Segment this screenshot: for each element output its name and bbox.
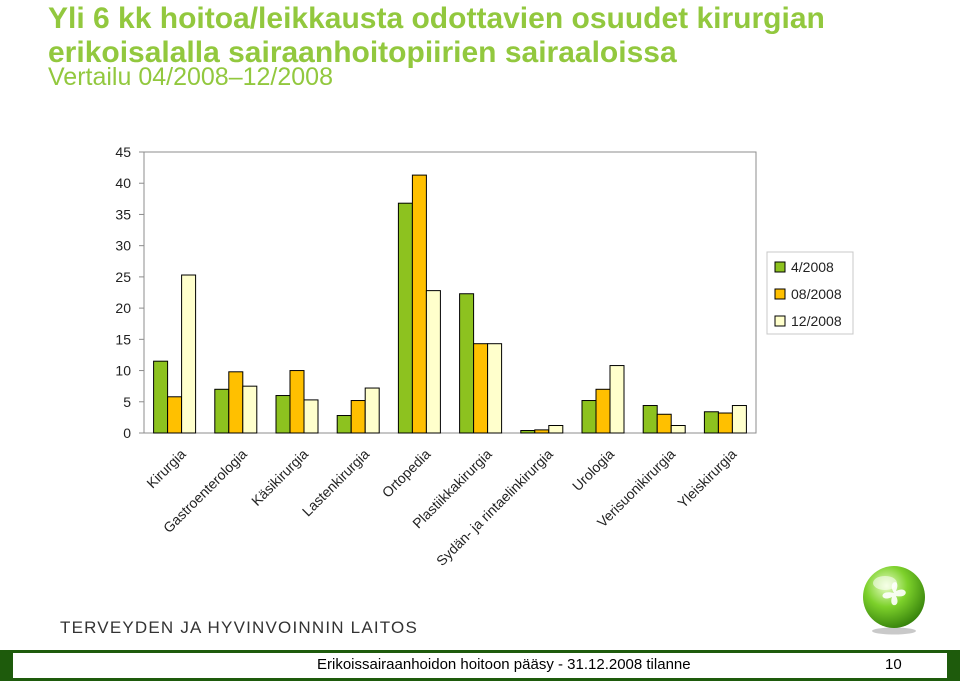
legend-swatch (774, 261, 786, 273)
legend-label: 12/2008 (791, 313, 842, 329)
x-tick-label: Käsikirurgia (248, 446, 311, 509)
bar (411, 174, 427, 434)
bar (473, 343, 489, 434)
bar (397, 202, 413, 434)
y-tick-label: 30 (115, 238, 131, 254)
y-tick-label: 5 (123, 394, 131, 410)
y-tick-label: 20 (115, 300, 131, 316)
bar (167, 396, 183, 434)
bar (717, 412, 733, 434)
bar (242, 385, 258, 434)
bar (336, 415, 352, 434)
slide-title: Yli 6 kk hoitoa/leikkausta odottavien os… (48, 2, 825, 70)
title-line-2: erikoisalalla sairaanhoitopiirien sairaa… (48, 36, 677, 69)
y-tick-label: 10 (115, 363, 131, 379)
footer-text: Erikoissairaanhoidon hoitoon pääsy - 31.… (317, 656, 691, 673)
title-line-1: Yli 6 kk hoitoa/leikkausta odottavien os… (48, 2, 825, 35)
legend-label: 4/2008 (791, 259, 834, 275)
x-tick-label: Urologia (569, 446, 617, 494)
slide-subtitle: Vertailu 04/2008–12/2008 (48, 63, 333, 91)
y-tick-label: 45 (115, 144, 131, 160)
legend-swatch (774, 288, 786, 300)
footer-bar: Erikoissairaanhoidon hoitoon pääsy - 31.… (0, 650, 960, 681)
x-tick-label: Sydän- ja rintaelinkirurgia (433, 446, 556, 569)
bar-chart: 051015202530354045KirurgiaGastroenterolo… (115, 144, 854, 569)
bar (228, 371, 244, 434)
bar (214, 388, 230, 434)
bar (275, 395, 291, 434)
bar (670, 425, 686, 434)
y-tick-label: 15 (115, 331, 131, 347)
bar (459, 293, 475, 434)
thl-logo-icon (863, 566, 925, 635)
bar (181, 274, 197, 434)
bar (364, 387, 380, 434)
organization-name: TERVEYDEN JA HYVINVOINNIN LAITOS (60, 618, 419, 637)
bar (656, 413, 672, 434)
y-tick-label: 0 (123, 425, 131, 441)
bar (731, 405, 747, 434)
bar (609, 365, 625, 434)
x-tick-label: Ortopedia (379, 446, 434, 501)
y-tick-label: 35 (115, 206, 131, 222)
page-number: 10 (885, 656, 902, 673)
footer-panel: Erikoissairaanhoidon hoitoon pääsy - 31.… (12, 652, 948, 679)
bar (581, 400, 597, 434)
bar (548, 425, 564, 434)
bar (350, 400, 366, 434)
bar (425, 290, 441, 434)
legend-label: 08/2008 (791, 286, 842, 302)
legend-swatch (774, 315, 786, 327)
bar (520, 430, 536, 434)
bar (289, 370, 305, 434)
y-tick-label: 40 (115, 175, 131, 191)
y-tick-label: 25 (115, 269, 131, 285)
bar (153, 360, 169, 434)
bar (703, 411, 719, 434)
x-tick-label: Yleiskirurgia (674, 446, 739, 511)
bar (303, 399, 319, 434)
bar (642, 405, 658, 434)
bar (595, 388, 611, 434)
x-tick-label: Kirurgia (143, 446, 189, 492)
bar (534, 429, 550, 434)
bar (487, 343, 503, 434)
